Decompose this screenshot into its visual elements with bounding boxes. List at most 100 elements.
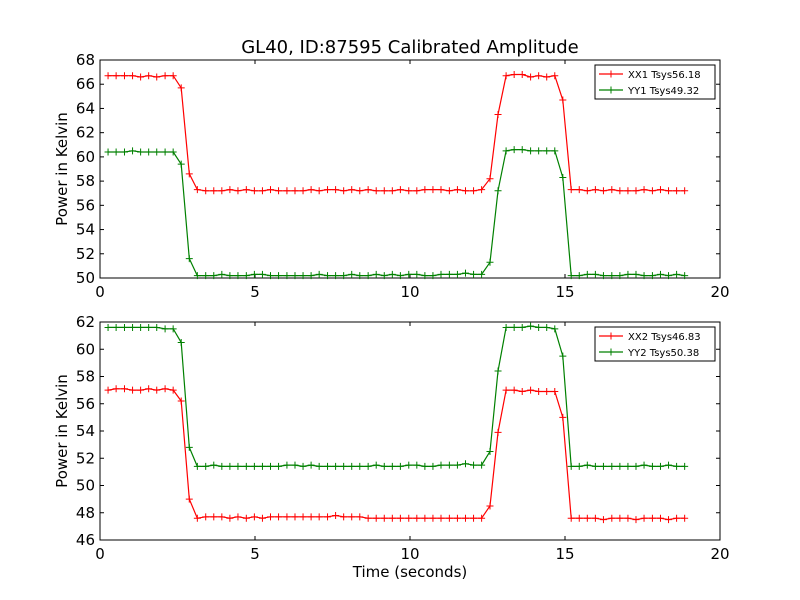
- data-point: [348, 513, 356, 521]
- data-point: [616, 462, 624, 470]
- data-point: [640, 514, 648, 522]
- data-point: [299, 187, 307, 195]
- series-xx2: [104, 385, 689, 524]
- data-point: [413, 187, 421, 195]
- data-point: [656, 462, 664, 470]
- data-point: [453, 270, 461, 278]
- data-point: [478, 514, 486, 522]
- data-point: [193, 272, 201, 280]
- data-point: [421, 514, 429, 522]
- data-point: [583, 461, 591, 469]
- data-point: [324, 272, 332, 280]
- data-point: [624, 462, 632, 470]
- data-point: [673, 462, 681, 470]
- data-point: [681, 514, 689, 522]
- data-point: [518, 71, 526, 79]
- y-tick-label: 50: [76, 477, 95, 495]
- legend-swatch-marker: [607, 332, 615, 340]
- data-point: [153, 148, 161, 156]
- data-point: [332, 272, 340, 280]
- data-point: [665, 461, 673, 469]
- data-point: [510, 146, 518, 154]
- data-point: [648, 187, 656, 195]
- data-point: [185, 255, 193, 263]
- data-point: [137, 148, 145, 156]
- data-point: [218, 187, 226, 195]
- data-point: [656, 270, 664, 278]
- data-point: [616, 272, 624, 280]
- data-point: [258, 514, 266, 522]
- data-point: [437, 461, 445, 469]
- y-tick-label: 46: [76, 531, 95, 549]
- data-point: [599, 272, 607, 280]
- data-point: [137, 73, 145, 81]
- data-point: [104, 148, 112, 156]
- y-tick-label: 68: [76, 51, 95, 69]
- data-point: [112, 385, 120, 393]
- data-point: [494, 428, 502, 436]
- data-point: [445, 461, 453, 469]
- data-point: [234, 513, 242, 521]
- data-point: [226, 272, 234, 280]
- data-point: [185, 443, 193, 451]
- data-point: [559, 173, 567, 181]
- data-point: [640, 186, 648, 194]
- data-point: [145, 323, 153, 331]
- data-point: [624, 514, 632, 522]
- legend-box: [594, 326, 716, 362]
- data-point: [372, 514, 380, 522]
- data-point: [250, 462, 258, 470]
- data-point: [616, 187, 624, 195]
- data-point: [575, 462, 583, 470]
- data-point: [120, 72, 128, 80]
- data-point: [599, 516, 607, 524]
- legend-swatch-marker: [607, 86, 615, 94]
- data-point: [112, 148, 120, 156]
- data-point: [494, 187, 502, 195]
- figure-title: GL40, ID:87595 Calibrated Amplitude: [241, 37, 579, 58]
- data-point: [283, 272, 291, 280]
- data-point: [527, 73, 535, 81]
- data-point: [153, 323, 161, 331]
- data-point: [445, 514, 453, 522]
- data-point: [315, 462, 323, 470]
- data-point: [372, 187, 380, 195]
- data-point: [567, 186, 575, 194]
- data-point: [421, 186, 429, 194]
- data-point: [478, 270, 486, 278]
- data-point: [226, 514, 234, 522]
- data-point: [632, 270, 640, 278]
- data-point: [120, 148, 128, 156]
- data-point: [388, 462, 396, 470]
- data-point: [129, 147, 137, 155]
- data-point: [640, 461, 648, 469]
- data-point: [340, 272, 348, 280]
- y-tick-label: 60: [76, 340, 95, 358]
- data-point: [267, 272, 274, 280]
- data-point: [502, 386, 510, 394]
- y-tick-label: 54: [76, 221, 95, 239]
- data-point: [396, 514, 404, 522]
- data-point: [299, 272, 307, 280]
- data-point: [599, 187, 607, 195]
- data-point: [275, 272, 283, 280]
- y-tick-label: 64: [76, 99, 95, 117]
- data-point: [210, 187, 218, 195]
- y-tick-label: 66: [76, 75, 95, 93]
- data-point: [210, 272, 218, 280]
- y-tick-label: 58: [76, 368, 95, 386]
- data-point: [405, 461, 413, 469]
- data-point: [632, 516, 640, 524]
- data-point: [583, 270, 591, 278]
- data-point: [559, 352, 567, 360]
- data-point: [364, 462, 372, 470]
- data-point: [632, 187, 640, 195]
- data-point: [583, 187, 591, 195]
- data-point: [591, 462, 599, 470]
- y-tick-label: 62: [76, 124, 95, 142]
- data-point: [242, 272, 250, 280]
- data-point: [218, 462, 226, 470]
- y-tick-label: 48: [76, 504, 95, 522]
- data-point: [234, 272, 242, 280]
- legend-box: [594, 64, 716, 100]
